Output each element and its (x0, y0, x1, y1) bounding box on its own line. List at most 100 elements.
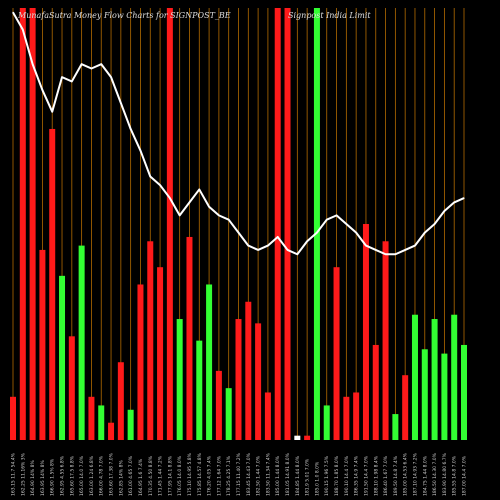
bar (215, 370, 222, 440)
x-tick-label: 163.95 14% 8% (40, 460, 46, 496)
x-tick-label: 183.50 11.34 7.4% (265, 452, 271, 496)
bar (461, 344, 467, 440)
line-point (159, 184, 161, 186)
line-point (375, 249, 377, 251)
x-tick-label: 181.05 14.91 8.0% (285, 452, 291, 496)
bar (441, 353, 448, 440)
bar (196, 340, 203, 440)
x-tick-label: 175.85 14.57 4.8% (197, 452, 203, 496)
line-point (257, 249, 259, 251)
line-point (296, 253, 298, 255)
x-tick-label: 190.15 1.96 7.5% (324, 455, 330, 496)
x-tick-label: 162.95 4.55 6.8% (60, 455, 66, 496)
x-tick-label: 161.00 4.65 7.0% (128, 455, 134, 496)
line-point (228, 219, 230, 221)
bar (235, 319, 242, 440)
bar (255, 323, 262, 440)
x-tick-label: 189.50 14.8 7.4% (393, 455, 399, 496)
bar (343, 396, 350, 440)
bar (362, 224, 369, 440)
x-tick-label: 177.12 1.64 7.0% (216, 455, 222, 496)
bar (392, 414, 399, 440)
bar (323, 405, 330, 440)
line-point (61, 76, 63, 78)
line-point (169, 197, 171, 199)
line-point (100, 63, 102, 65)
line-point (404, 249, 406, 251)
chart-title-left: MunafaSutra Money Flow Charts for SIGNPO… (18, 11, 231, 20)
x-tick-label: 186.50 14.30 7.0% (432, 452, 438, 496)
bar (19, 8, 26, 440)
bar (59, 275, 66, 440)
x-tick-label: 184.85 1.44 8.0% (295, 455, 301, 496)
x-tick-label: 186.35 14.9 7.4% (354, 455, 360, 496)
bar (186, 236, 193, 440)
line-point (277, 236, 279, 238)
line-point (306, 240, 308, 242)
x-tick-label: 163.00 1.24 6.8% (89, 455, 95, 496)
line-point (237, 232, 240, 234)
x-tick-label: 170.35 4.50 8.8% (148, 455, 154, 496)
bar (451, 314, 458, 440)
x-tick-label: 177.95 14.1 8.8% (167, 455, 173, 496)
line-point (443, 210, 445, 212)
bar (382, 241, 389, 440)
line-point (365, 245, 367, 247)
line-point (12, 11, 14, 13)
line-point (41, 89, 44, 91)
x-tick-label: 178.25 4.25 7.1% (226, 455, 232, 496)
x-tick-label: 162.85 14% 8% (118, 460, 124, 496)
line-point (345, 223, 347, 225)
bar (225, 388, 232, 440)
line-point (326, 219, 328, 221)
x-tick-label: 181.9 5.01 7.0% (305, 458, 311, 496)
x-tick-label: 177.15 11.40 7.2% (236, 452, 242, 496)
x-tick-label: 188.10 1.98 8.4% (373, 455, 379, 496)
x-tick-label: 176.20 4.05 7.4% (207, 455, 213, 496)
bar (294, 435, 301, 440)
bar (39, 249, 46, 440)
x-tick-label: 191.50 14.4 7.0% (363, 455, 369, 496)
x-tick-label: 182.50 1.44 7.0% (256, 455, 262, 496)
chart-title-right: Signpost India Limit (288, 11, 371, 20)
bar (10, 396, 16, 440)
line-point (110, 76, 112, 78)
line-point (335, 214, 338, 216)
x-tick-label: 187.10 14.93 7.2% (412, 452, 418, 496)
bar (206, 284, 213, 440)
bar (29, 8, 36, 440)
line-point (81, 63, 83, 65)
line-point (130, 128, 132, 130)
bar (431, 319, 438, 440)
bar (147, 241, 154, 440)
line-point (198, 188, 200, 191)
line-point (179, 214, 181, 216)
x-tick-label: 185.00 14.53 6.4% (403, 452, 409, 496)
x-tick-label: 183.90 14.80 6.7% (442, 452, 448, 496)
bar (88, 396, 95, 440)
bar (78, 245, 85, 440)
x-tick-label: 164.95 1.6 7.4% (138, 458, 144, 496)
line-point (247, 245, 249, 247)
bar (411, 314, 418, 440)
line-point (139, 149, 142, 152)
bar (166, 8, 173, 440)
bar (127, 409, 134, 440)
x-tick-label: 184.75 1.44 8.0% (422, 455, 428, 496)
x-tick-label: 171.45 1.44 7.2% (158, 455, 164, 496)
bar (157, 267, 164, 440)
x-tick-label: 185.0 1.0 8.0% (314, 461, 320, 496)
bar (313, 8, 320, 440)
x-tick-label: 175.10 14.95 5.8% (187, 452, 193, 496)
line-point (218, 214, 220, 216)
line-point (188, 201, 191, 203)
bar (304, 435, 311, 440)
bar (137, 284, 144, 440)
bar (68, 336, 75, 440)
x-tick-label: 162.25 11.16% 3% (20, 452, 26, 496)
money-flow-bars (10, 8, 467, 440)
x-tick-label: 164.90 14% 8% (30, 460, 36, 496)
bar (274, 8, 281, 440)
x-tick-label: 187.00 14.4 7.0% (462, 455, 468, 496)
